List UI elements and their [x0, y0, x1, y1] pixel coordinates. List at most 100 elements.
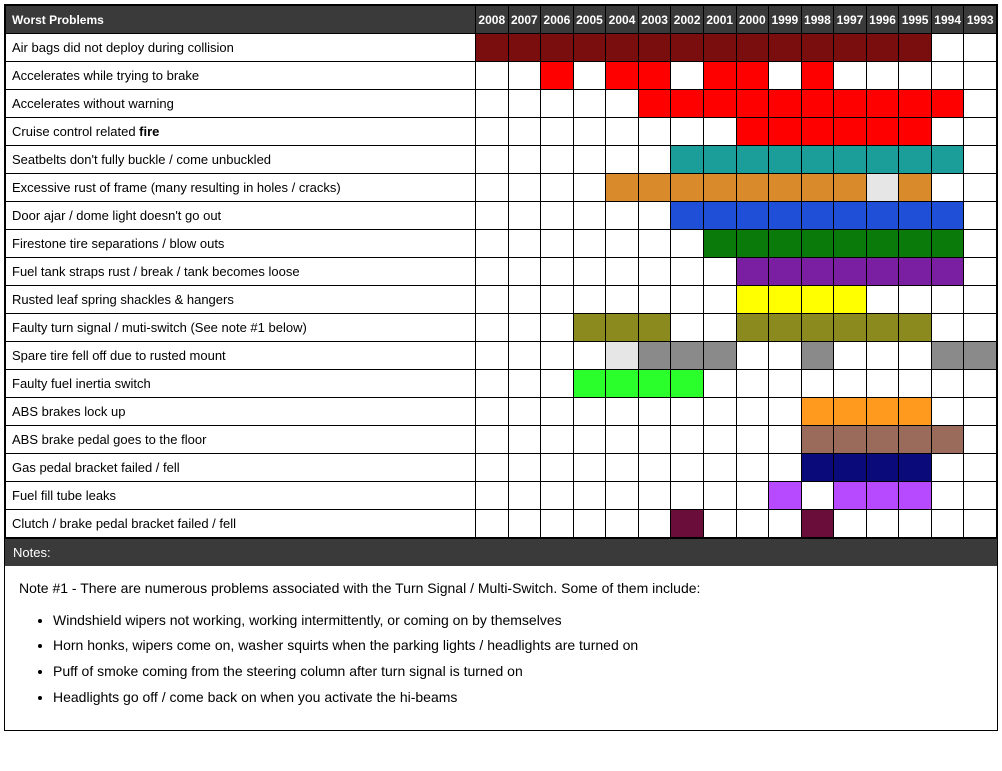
matrix-cell — [638, 34, 671, 62]
matrix-cell — [638, 174, 671, 202]
matrix-cell — [508, 202, 541, 230]
matrix-cell — [866, 118, 899, 146]
matrix-cell — [931, 90, 964, 118]
matrix-cell — [736, 90, 769, 118]
matrix-cell — [769, 482, 802, 510]
matrix-cell — [964, 230, 997, 258]
matrix-cell — [964, 34, 997, 62]
problem-label: Clutch / brake pedal bracket failed / fe… — [6, 510, 476, 538]
matrix-cell — [736, 342, 769, 370]
matrix-cell — [801, 34, 834, 62]
matrix-cell — [638, 118, 671, 146]
matrix-cell — [703, 90, 736, 118]
table-row: Accelerates while trying to brake — [6, 62, 997, 90]
matrix-cell — [476, 202, 509, 230]
matrix-cell — [671, 426, 704, 454]
matrix-cell — [769, 370, 802, 398]
matrix-cell — [606, 482, 639, 510]
matrix-cell — [801, 286, 834, 314]
matrix-cell — [801, 510, 834, 538]
problems-panel: Worst Problems 2008200720062005200420032… — [4, 4, 998, 731]
matrix-cell — [508, 482, 541, 510]
problem-label: Cruise control related fire — [6, 118, 476, 146]
problem-label: Firestone tire separations / blow outs — [6, 230, 476, 258]
matrix-cell — [931, 454, 964, 482]
matrix-cell — [606, 510, 639, 538]
matrix-cell — [606, 398, 639, 426]
problem-label: Fuel tank straps rust / break / tank bec… — [6, 258, 476, 286]
problem-label: Rusted leaf spring shackles & hangers — [6, 286, 476, 314]
matrix-cell — [541, 398, 574, 426]
matrix-cell — [801, 202, 834, 230]
matrix-cell — [769, 34, 802, 62]
table-row: Faulty turn signal / muti-switch (See no… — [6, 314, 997, 342]
problem-label: Door ajar / dome light doesn't go out — [6, 202, 476, 230]
matrix-cell — [736, 62, 769, 90]
year-header: 1993 — [964, 6, 997, 34]
matrix-cell — [541, 482, 574, 510]
matrix-cell — [476, 370, 509, 398]
matrix-cell — [508, 174, 541, 202]
matrix-cell — [736, 202, 769, 230]
matrix-cell — [606, 90, 639, 118]
matrix-cell — [899, 426, 932, 454]
matrix-cell — [801, 314, 834, 342]
matrix-cell — [866, 454, 899, 482]
matrix-cell — [476, 230, 509, 258]
table-row: Firestone tire separations / blow outs — [6, 230, 997, 258]
matrix-cell — [541, 90, 574, 118]
matrix-cell — [899, 482, 932, 510]
problem-label: Fuel fill tube leaks — [6, 482, 476, 510]
matrix-cell — [476, 314, 509, 342]
year-header: 1998 — [801, 6, 834, 34]
matrix-cell — [834, 174, 867, 202]
matrix-cell — [671, 174, 704, 202]
matrix-cell — [964, 258, 997, 286]
matrix-cell — [736, 118, 769, 146]
matrix-cell — [573, 202, 606, 230]
problem-label: Faulty fuel inertia switch — [6, 370, 476, 398]
matrix-cell — [541, 146, 574, 174]
matrix-cell — [573, 62, 606, 90]
table-row: ABS brake pedal goes to the floor — [6, 426, 997, 454]
table-row: Seatbelts don't fully buckle / come unbu… — [6, 146, 997, 174]
matrix-cell — [801, 258, 834, 286]
matrix-cell — [834, 370, 867, 398]
matrix-cell — [671, 90, 704, 118]
matrix-cell — [801, 370, 834, 398]
matrix-cell — [573, 230, 606, 258]
matrix-cell — [931, 202, 964, 230]
matrix-cell — [573, 510, 606, 538]
matrix-cell — [541, 342, 574, 370]
matrix-cell — [801, 174, 834, 202]
matrix-cell — [866, 202, 899, 230]
matrix-cell — [638, 146, 671, 174]
matrix-cell — [736, 286, 769, 314]
year-header: 2000 — [736, 6, 769, 34]
table-row: Faulty fuel inertia switch — [6, 370, 997, 398]
table-row: Door ajar / dome light doesn't go out — [6, 202, 997, 230]
matrix-cell — [964, 174, 997, 202]
matrix-cell — [964, 118, 997, 146]
matrix-cell — [671, 314, 704, 342]
table-row: Accelerates without warning — [6, 90, 997, 118]
matrix-cell — [573, 286, 606, 314]
matrix-cell — [769, 146, 802, 174]
table-title: Worst Problems — [6, 6, 476, 34]
matrix-cell — [671, 118, 704, 146]
matrix-cell — [606, 34, 639, 62]
matrix-cell — [931, 118, 964, 146]
table-row: Cruise control related fire — [6, 118, 997, 146]
matrix-cell — [476, 34, 509, 62]
matrix-cell — [508, 90, 541, 118]
table-row: ABS brakes lock up — [6, 398, 997, 426]
matrix-cell — [703, 426, 736, 454]
matrix-cell — [638, 342, 671, 370]
table-row: Gas pedal bracket failed / fell — [6, 454, 997, 482]
matrix-cell — [964, 370, 997, 398]
matrix-cell — [964, 202, 997, 230]
notes-list: Windshield wipers not working, working i… — [19, 610, 983, 709]
matrix-cell — [476, 146, 509, 174]
matrix-cell — [508, 398, 541, 426]
matrix-cell — [671, 146, 704, 174]
